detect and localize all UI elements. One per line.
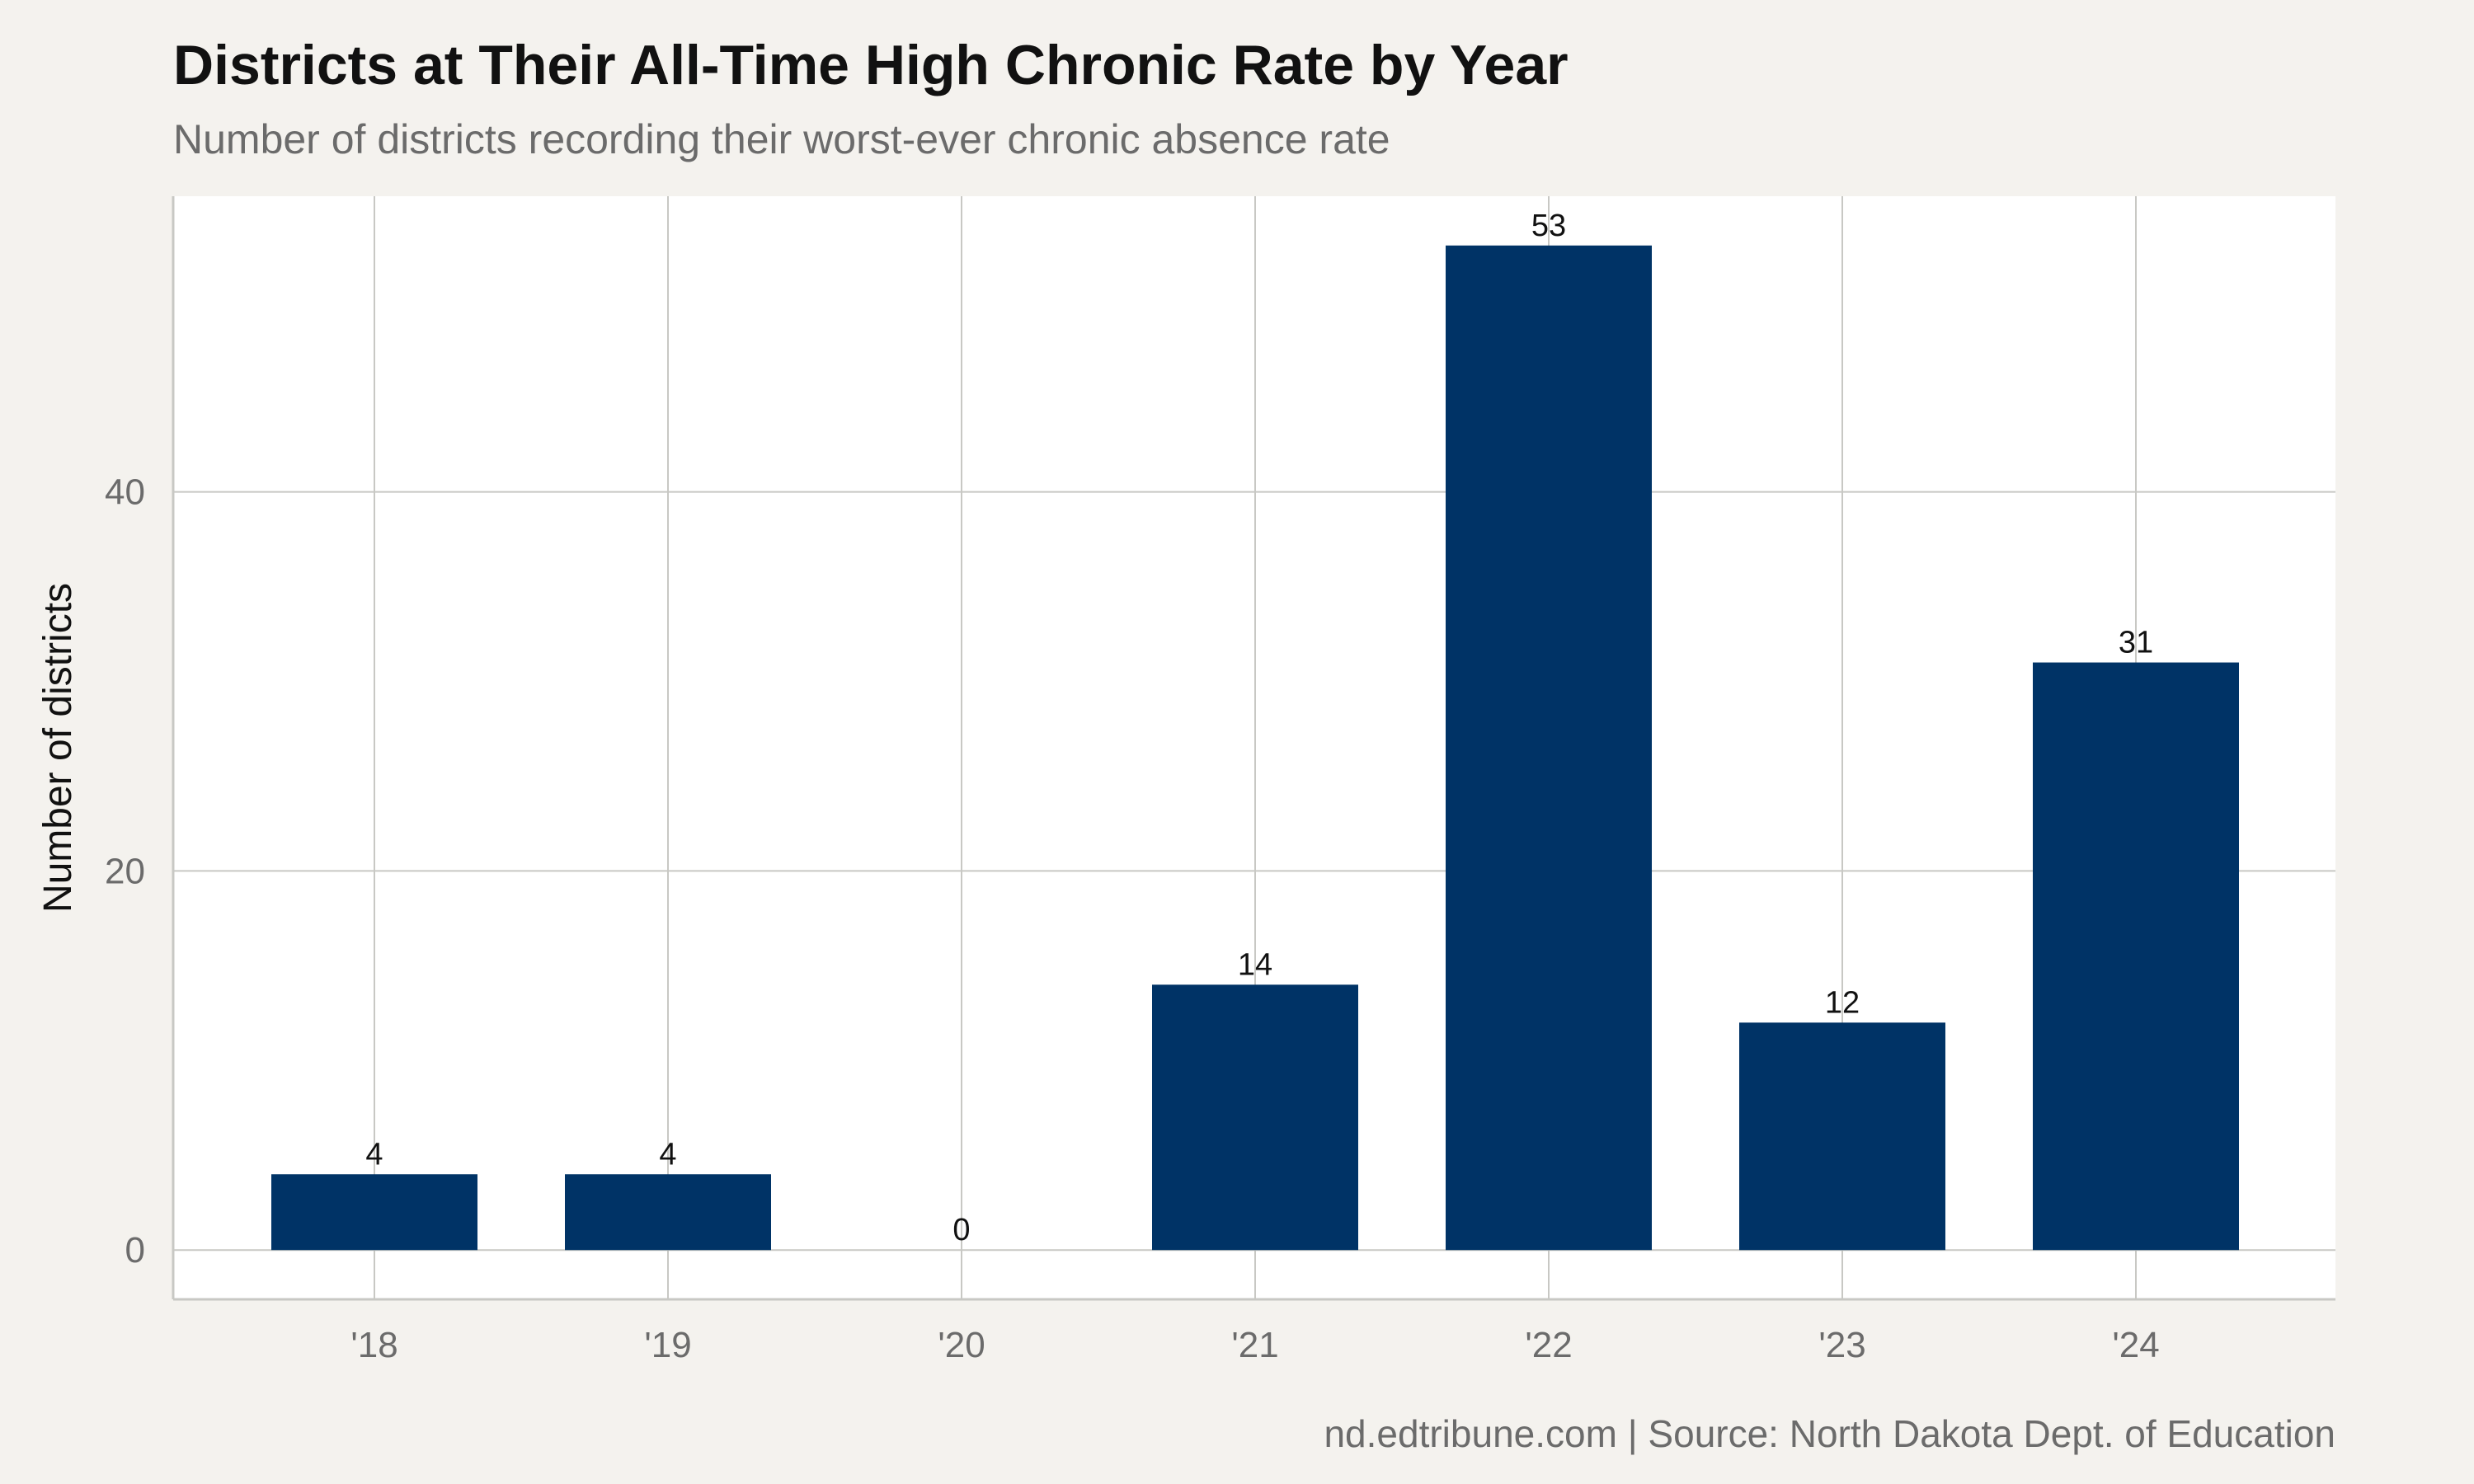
x-tick-label: '19 [644,1325,691,1365]
data-label: 4 [365,1137,383,1172]
data-labels: 4 4 0 14 53 12 31 [365,209,2153,1247]
bar [1446,245,1652,1251]
data-label: 4 [659,1137,676,1172]
chart-subtitle: Number of districts recording their wors… [173,116,1390,162]
bar [1739,1022,1945,1251]
y-tick-label: 20 [105,851,145,891]
bars [271,245,2239,1251]
x-tick-label: '22 [1525,1325,1572,1365]
bar [271,1174,477,1251]
x-tick-label: '24 [2112,1325,2159,1365]
data-label: 53 [1531,209,1566,243]
x-tick-label: '21 [1231,1325,1278,1365]
data-label: 14 [1238,947,1272,982]
y-tick-label: 40 [105,472,145,513]
chart-caption: nd.edtribune.com | Source: North Dakota … [1324,1412,2335,1455]
bar [2033,662,2239,1251]
x-tick-label: '18 [350,1325,397,1365]
bar [565,1174,771,1251]
y-tick-label: 0 [125,1230,145,1270]
data-label: 31 [2119,626,2153,660]
data-label: 0 [952,1213,970,1247]
bar [1152,984,1358,1251]
chart-title: Districts at Their All-Time High Chronic… [173,34,1569,96]
y-axis-title: Number of districts [36,583,80,913]
data-label: 12 [1825,985,1860,1020]
x-tick-label: '20 [938,1325,985,1365]
x-tick-label: '23 [1818,1325,1865,1365]
